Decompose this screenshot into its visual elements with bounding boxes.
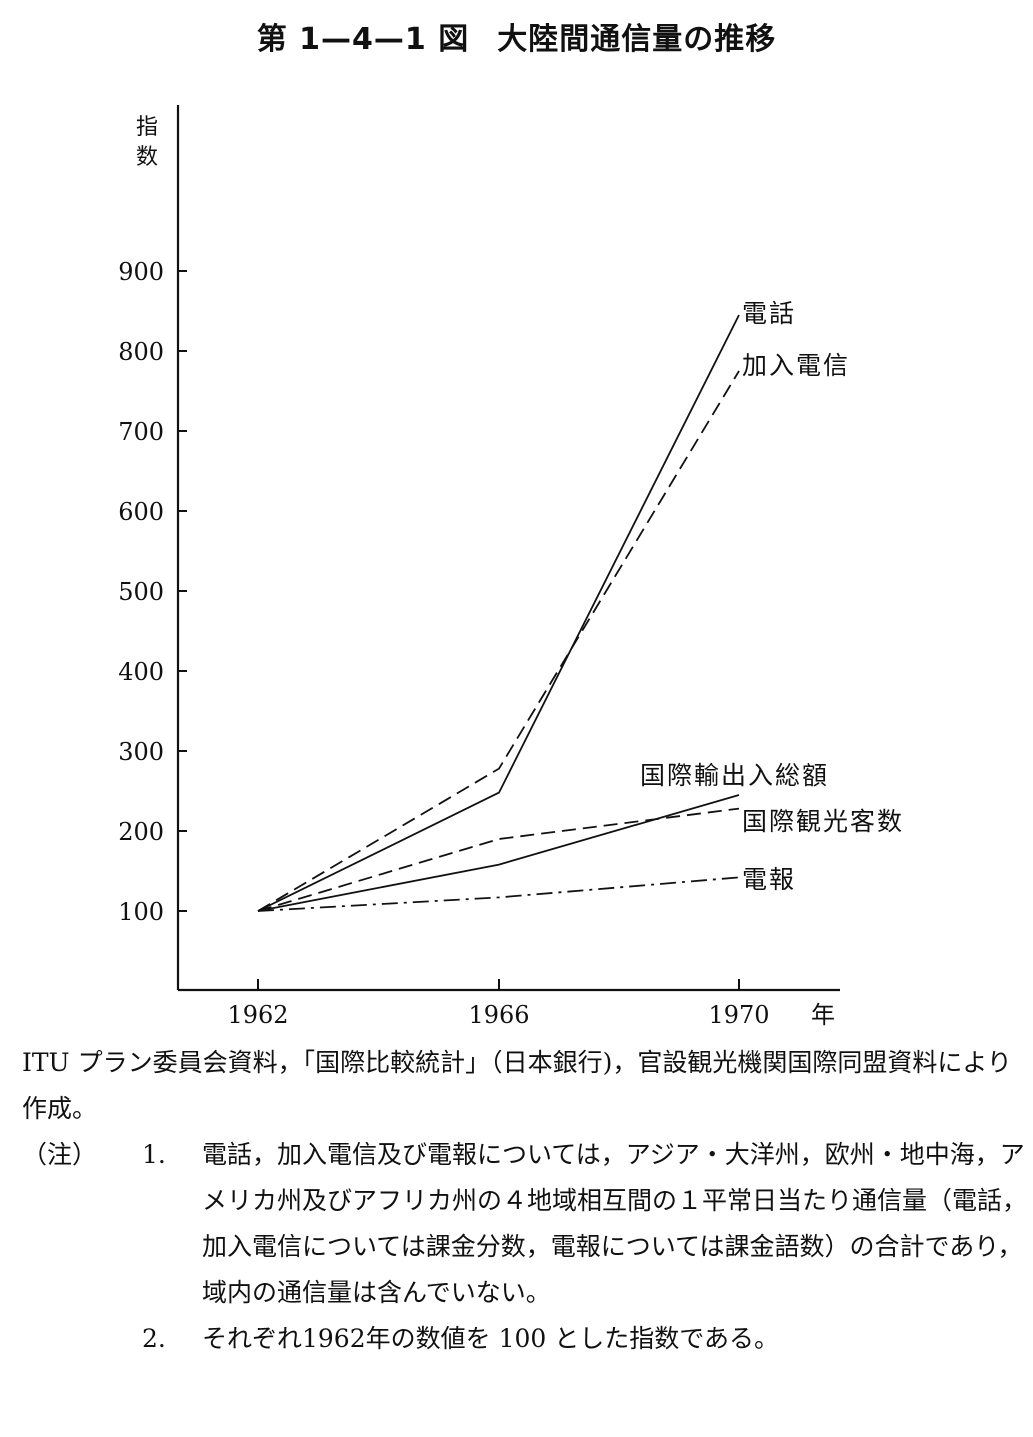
- y-tick-label: 800: [118, 338, 164, 366]
- y-tick-label: 500: [118, 578, 164, 606]
- y-tick-label: 400: [118, 658, 164, 686]
- figure-number: 第 1—4—1 図: [256, 22, 470, 57]
- notes-label: （注）: [22, 1140, 98, 1169]
- series-lines: [257, 314, 740, 912]
- x-tick-label: 1966: [468, 1001, 529, 1029]
- note-text: 電話，加入電信及び電報については，アジア・大洋州，欧州・地中海，アメリカ州及びア…: [202, 1140, 1028, 1307]
- series-line: [257, 807, 740, 912]
- y-tick-label: 300: [118, 738, 164, 766]
- note-item-1: （注） 1. 電話，加入電信及び電報については，アジア・大洋州，欧州・地中海，ア…: [22, 1132, 1027, 1316]
- series-label: 電報: [742, 865, 796, 894]
- y-axis-label: 指: [136, 115, 158, 140]
- y-tick-label: 700: [118, 418, 164, 446]
- series-line: [257, 876, 740, 912]
- note-number: 1.: [142, 1140, 166, 1169]
- notes-section: ITU プラン委員会資料，「国際比較統計」（日本銀行)，官設観光機関国際同盟資料…: [22, 1040, 1027, 1362]
- series-label: 国際輸出入総額: [640, 761, 829, 790]
- y-ticks: 100 200 300 400 500 600 700 800 900: [118, 258, 187, 926]
- note-number: 2.: [142, 1324, 166, 1353]
- note-text: それぞれ1962年の数値を 100 とした指数である。: [202, 1324, 779, 1353]
- y-tick-label: 200: [118, 818, 164, 846]
- x-tick-label: 1962: [227, 1001, 288, 1029]
- series-label: 国際観光客数: [742, 807, 904, 836]
- series-label: 加入電信: [742, 351, 850, 380]
- x-tick-label: 1970: [708, 1001, 769, 1029]
- axes: 指数: [136, 105, 840, 992]
- series-line: [257, 794, 740, 912]
- y-tick-label: 900: [118, 258, 164, 286]
- figure-title-text: 大陸間通信量の推移: [497, 22, 777, 57]
- y-tick-label: 600: [118, 498, 164, 526]
- chart-title: 第 1—4—1 図大陸間通信量の推移: [0, 14, 1033, 58]
- series-line: [257, 314, 740, 912]
- x-axis-label: 年: [811, 1001, 835, 1029]
- y-axis-label: 数: [136, 145, 158, 170]
- series-line: [257, 370, 740, 912]
- source-text: ITU プラン委員会資料，「国際比較統計」（日本銀行)，官設観光機関国際同盟資料…: [22, 1048, 1012, 1123]
- note-item-2: 2. それぞれ1962年の数値を 100 とした指数である。: [22, 1316, 1027, 1362]
- series-label: 電話: [742, 299, 796, 328]
- y-tick-label: 100: [118, 898, 164, 926]
- x-ticks: 1962 1966 1970 年: [227, 979, 835, 1029]
